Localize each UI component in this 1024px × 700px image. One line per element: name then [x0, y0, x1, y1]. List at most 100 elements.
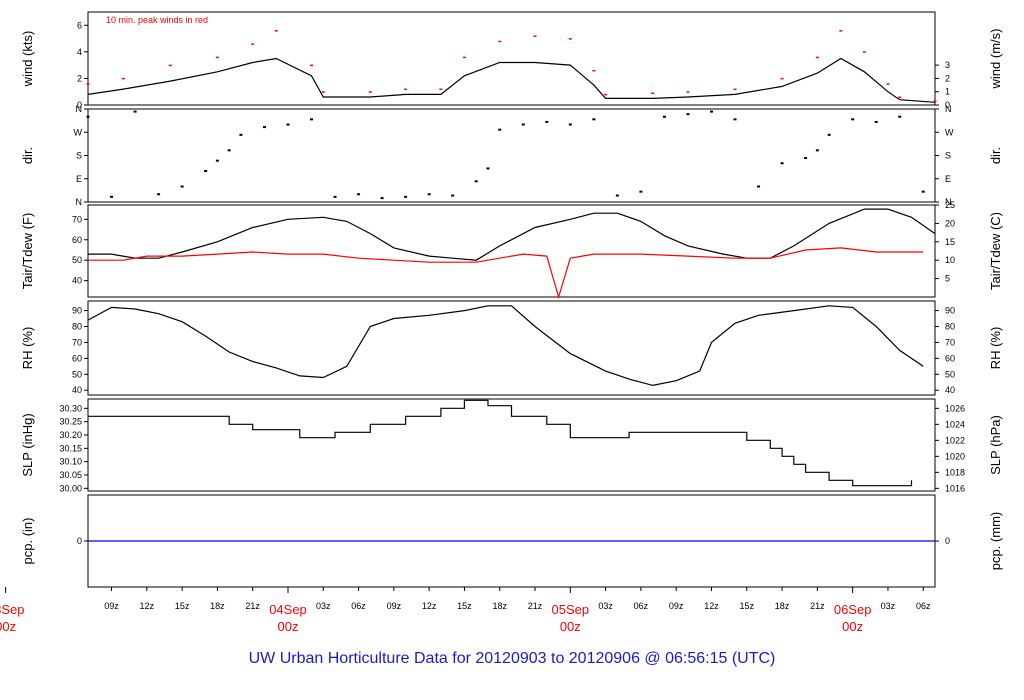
dir-right-tick-label: W [945, 127, 954, 137]
temp-right-tick-label: 10 [945, 255, 955, 265]
x-tick-label: 15z [740, 601, 755, 611]
dir-right-axis-label: dir. [988, 147, 1003, 164]
peak-wind-point [933, 100, 937, 103]
peak-wind-point [215, 56, 219, 59]
wind-left-tick-label: 4 [77, 47, 82, 57]
x-tick-label: 06z [916, 601, 931, 611]
slp-step-line [88, 399, 913, 487]
x-tick-label: 21z [528, 601, 543, 611]
day-label-date: 06Sep [834, 602, 872, 617]
slp-right-tick-label: 1016 [945, 483, 965, 493]
peak-wind-point [733, 88, 737, 91]
x-tick-label: 09z [387, 601, 402, 611]
temp-right-axis-label: Tair/Tdew (C) [988, 212, 1003, 290]
wind-annotation: 10 min. peak winds in red [106, 15, 208, 25]
peak-wind-point [898, 96, 902, 99]
dir-point [227, 149, 231, 152]
slp-left-tick-label: 30.20 [59, 430, 82, 440]
wind-right-tick-label: 3 [945, 60, 950, 70]
peak-wind-point [862, 51, 866, 53]
x-tick-label: 18z [492, 601, 507, 611]
peak-wind-point [604, 93, 608, 96]
dir-point [380, 197, 384, 200]
temp-plot-frame [87, 204, 936, 298]
dir-point [709, 110, 713, 113]
panel-temp: 40 50 60 70 5 10 15 20 25 Tair/Tdew (F) Tair/Tdew … [20, 200, 1003, 300]
peak-wind-point [321, 91, 325, 93]
x-tick-label: 09z [104, 601, 119, 611]
rh-left-tick-label: 70 [72, 337, 82, 347]
x-tick-label: 03z [598, 601, 613, 611]
slp-right-tick-label: 1020 [945, 451, 965, 461]
x-tick-label: 21z [810, 601, 825, 611]
x-tick-label: 21z [245, 601, 260, 611]
peak-wind-point [121, 77, 125, 80]
temp-right-tick-label: 15 [945, 237, 955, 247]
x-tick-label: 12z [422, 601, 437, 611]
wind-left-tick-label: 6 [77, 20, 82, 30]
temp-left-tick-label: 40 [72, 276, 82, 286]
slp-left-tick-label: 30.30 [59, 403, 82, 413]
panel-pcp: 0 0 pcp. (in) pcp. (mm) [20, 494, 1003, 588]
temp-right-tick-label: 25 [945, 200, 955, 210]
wind-left-tick-label: 2 [77, 73, 82, 83]
dir-point [157, 193, 161, 196]
dir-left-tick-label: N [76, 104, 83, 114]
peak-wind-point [533, 35, 537, 37]
temp-left-tick-label: 60 [72, 235, 82, 245]
rh-left-axis-label: RH (%) [20, 327, 35, 370]
wind-avg-line [87, 57, 936, 103]
dir-point [521, 123, 525, 126]
dir-plot-frame [87, 108, 936, 203]
dir-point [239, 133, 243, 136]
day-label-date: 05Sep [552, 602, 590, 617]
rh-right-tick-label: 50 [945, 369, 955, 379]
x-tick-label: 06z [634, 601, 649, 611]
dir-right-tick-label: S [945, 151, 951, 161]
wind-left-tick-label: 0 [77, 100, 82, 110]
dir-point [662, 115, 666, 118]
rh-plot-frame [87, 300, 936, 396]
dir-point [427, 193, 431, 196]
day-label-hour: 00z [0, 619, 16, 634]
dir-right-tick-label: E [945, 174, 951, 184]
footer-title: UW Urban Horticulture Data for 20120903 … [248, 650, 776, 667]
slp-left-tick-label: 30.10 [59, 457, 82, 467]
peak-wind-point [686, 91, 690, 93]
dir-point [110, 195, 114, 198]
dir-point [404, 195, 408, 198]
dir-point [592, 118, 596, 121]
dir-point [921, 190, 925, 193]
panel-wind: 0 2 4 6 0 1 2 3 wind (kts) wind (m/s) 10 min. peak… [20, 11, 1003, 110]
rh-right-tick-label: 60 [945, 353, 955, 363]
x-tick-label: 09z [669, 601, 684, 611]
peak-wind-point [168, 64, 172, 67]
rh-left-tick-label: 90 [72, 306, 82, 316]
dir-point [180, 185, 184, 188]
pcp-left-axis-label: pcp. (in) [20, 518, 35, 565]
wind-right-tick-label: 0 [945, 100, 950, 110]
panel-rh: 40 50 60 70 80 90 40 50 60 70 80 90 RH (%) RH (%) [20, 300, 1003, 396]
slp-right-tick-label: 1022 [945, 435, 965, 445]
dir-point [639, 190, 643, 193]
dir-left-tick-label: W [74, 127, 83, 137]
dir-point [686, 113, 690, 116]
dir-point [780, 162, 784, 165]
x-tick-label: 12z [140, 601, 155, 611]
temp-left-axis-label: Tair/Tdew (F) [20, 213, 35, 290]
dir-point [215, 159, 219, 162]
day-label-hour: 00z [560, 619, 581, 634]
day-label-date: 03Sep [0, 602, 24, 617]
dir-point [451, 194, 455, 197]
peak-wind-point [498, 40, 502, 43]
peak-wind-point [462, 56, 466, 59]
temp-air-line [88, 208, 936, 261]
slp-left-tick-label: 30.15 [59, 443, 82, 453]
peak-wind-point [815, 56, 819, 59]
rh-left-tick-label: 50 [72, 369, 82, 379]
peak-wind-point [251, 43, 255, 45]
time-axis: 09z 12z 15z 18z 21z 03z 06z 09z 12z 15z 18z 21z 03z 0… [0, 587, 931, 634]
